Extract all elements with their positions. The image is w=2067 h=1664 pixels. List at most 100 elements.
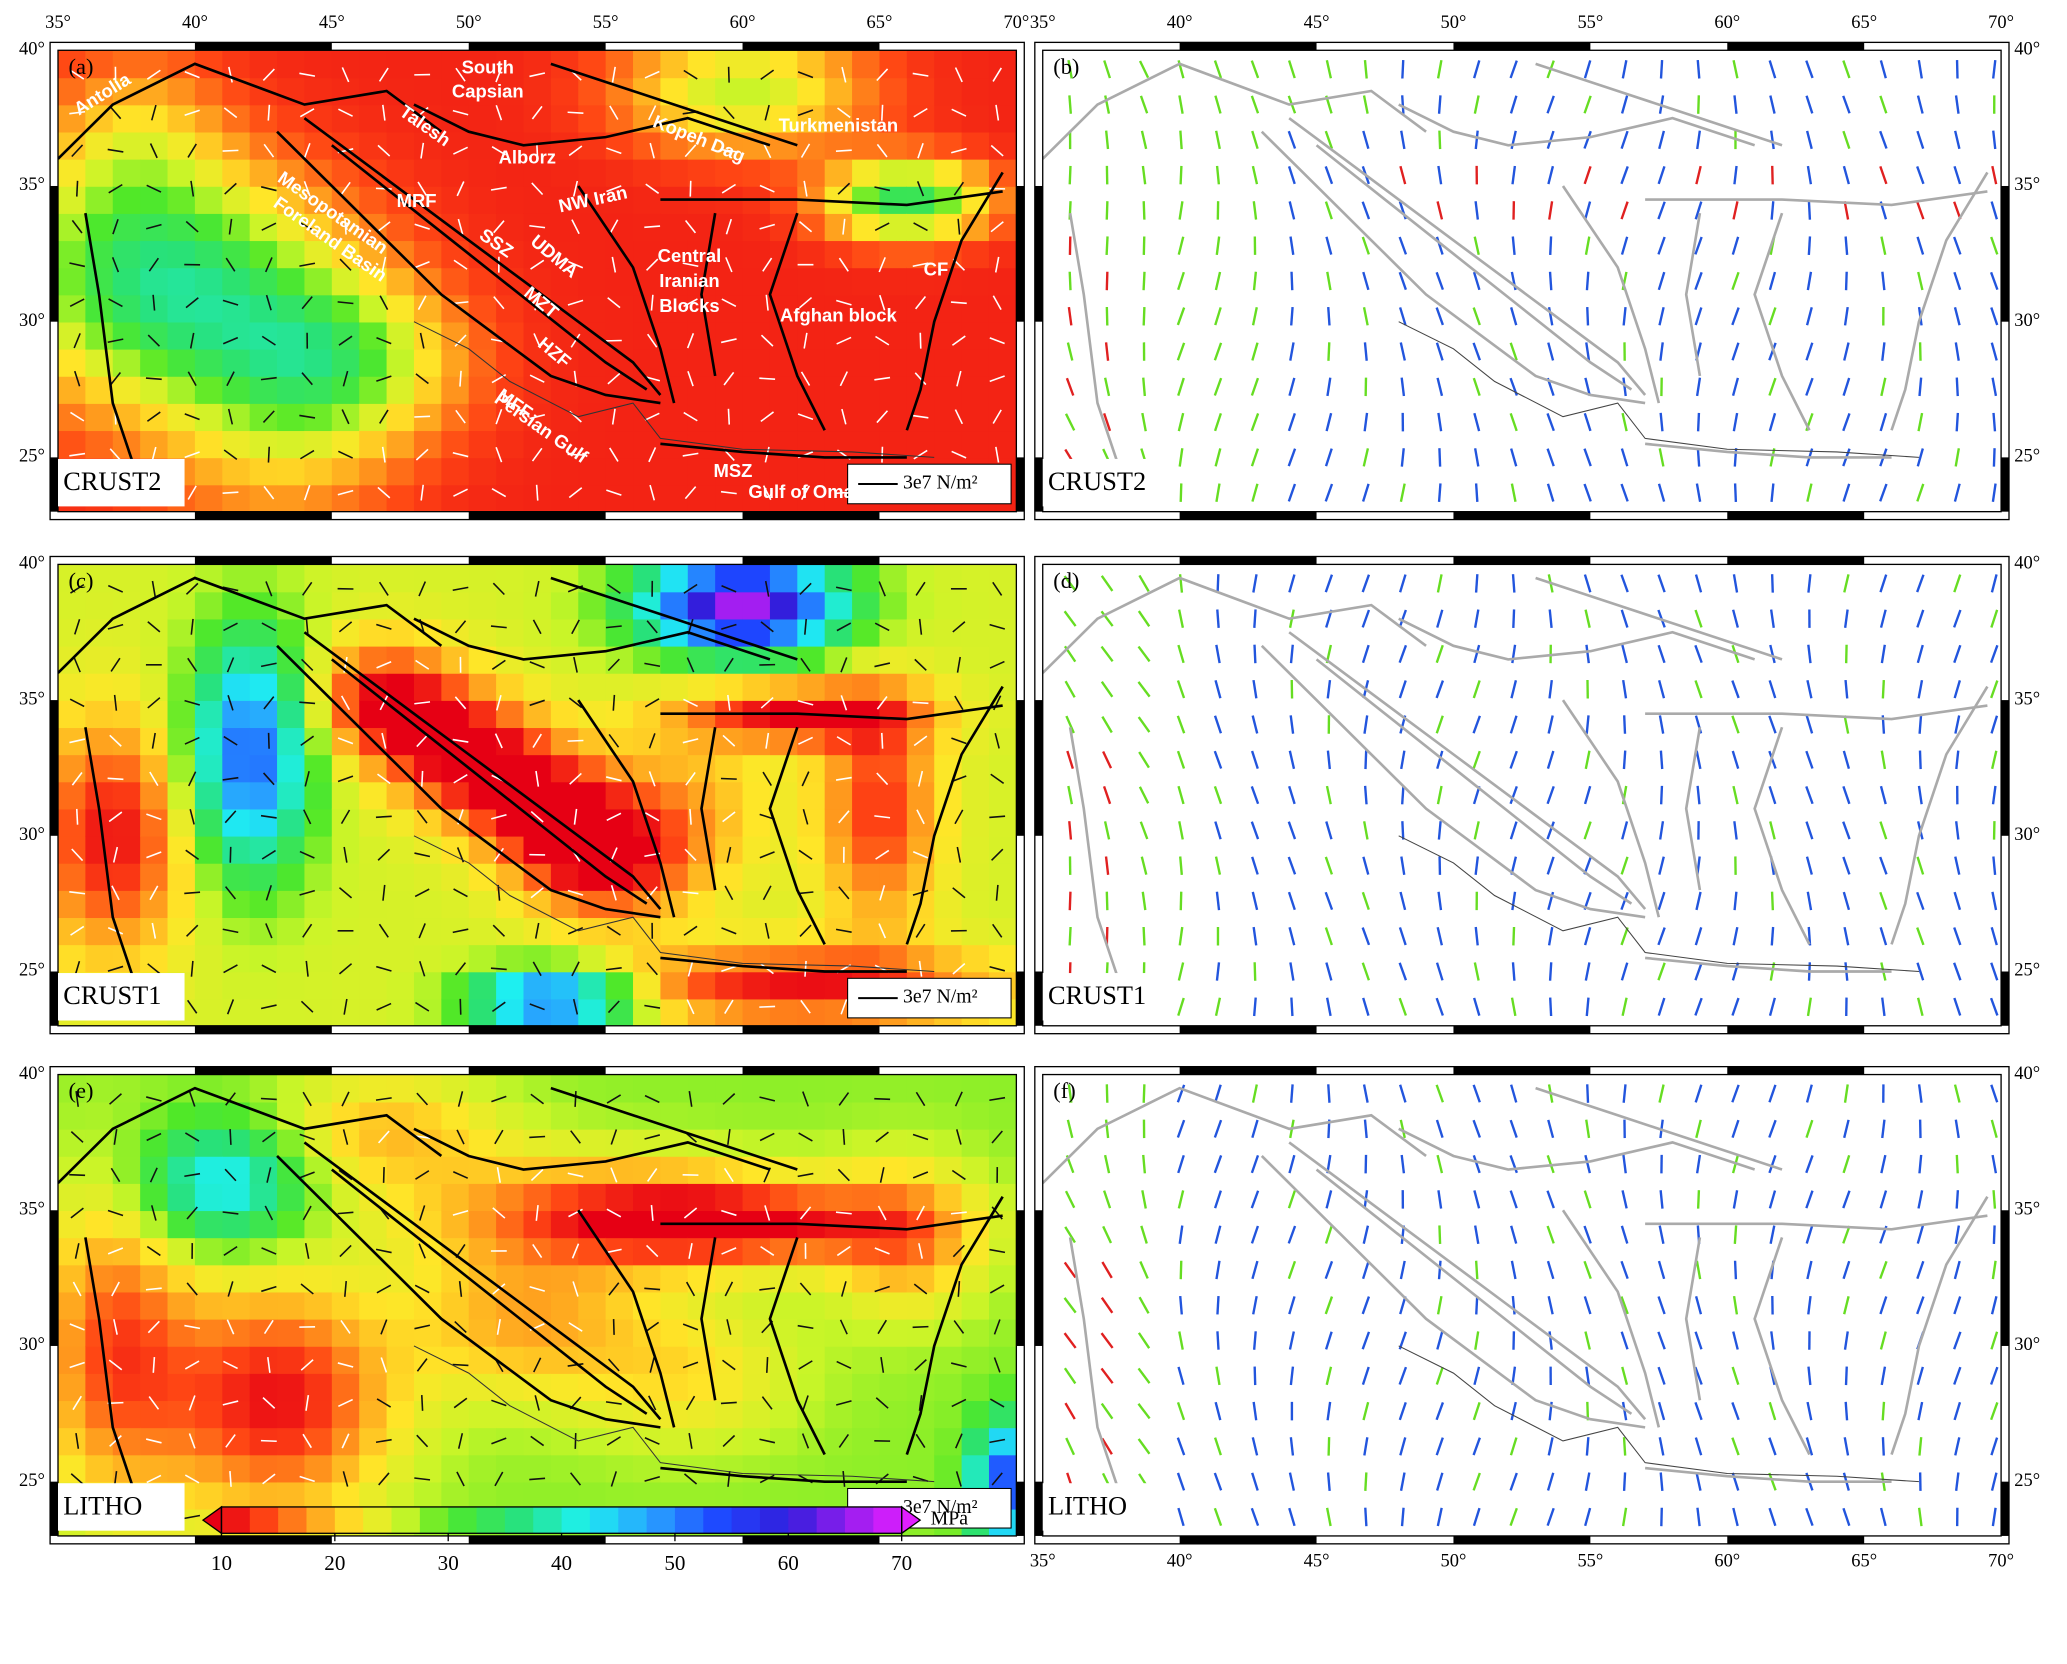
stress-axis <box>1324 574 1334 593</box>
stress-axis <box>1065 377 1075 396</box>
stress-tick <box>874 186 891 192</box>
stress-axis <box>1398 1366 1408 1385</box>
stress-tick <box>574 1091 577 1107</box>
stress-tick <box>496 1167 501 1183</box>
stress-axis <box>1216 1295 1220 1315</box>
stress-tick <box>184 71 200 79</box>
stress-cell <box>797 890 826 919</box>
stress-axis <box>1475 1295 1479 1315</box>
stress-tick <box>455 409 466 424</box>
stress-axis <box>1177 644 1185 664</box>
fault-line <box>276 1155 661 1429</box>
stress-tick <box>994 256 1000 273</box>
stress-cell <box>249 267 278 296</box>
stress-tick <box>340 809 351 825</box>
stress-cell <box>852 1101 881 1130</box>
lon-label: 45° <box>1304 1551 1330 1571</box>
stress-cell <box>961 375 990 404</box>
fault-line <box>768 212 826 431</box>
stress-axis <box>1583 60 1592 79</box>
stress-axis <box>1326 377 1332 397</box>
stress-cell <box>797 104 826 133</box>
stress-tick <box>838 257 849 272</box>
stress-axis <box>1509 715 1518 734</box>
stress-tick <box>798 736 814 745</box>
stress-cell <box>304 727 333 756</box>
stress-cell <box>331 1400 360 1429</box>
stress-axis <box>1437 95 1442 114</box>
stress-cell <box>742 1101 771 1130</box>
stress-axis <box>1990 609 1999 628</box>
stress-cell <box>852 403 881 432</box>
stress-tick <box>917 770 924 787</box>
stress-axis <box>1288 1331 1295 1350</box>
stress-cell <box>441 971 470 1000</box>
stress-tick <box>107 148 124 153</box>
stress-tick <box>572 998 579 1015</box>
panel-label: (d) <box>1053 568 1079 593</box>
stress-cell <box>222 403 251 432</box>
stress-axis <box>1695 1472 1702 1491</box>
stress-tick <box>797 1324 814 1330</box>
stress-axis <box>1768 1084 1777 1103</box>
stress-cell <box>386 375 415 404</box>
stress-tick <box>420 1395 424 1411</box>
stress-axis <box>1102 785 1112 805</box>
stress-cell <box>194 375 224 404</box>
fault-line <box>1315 144 1633 391</box>
stress-axis <box>1064 413 1076 431</box>
stress-axis <box>1511 1295 1516 1315</box>
stress-cell <box>988 781 1017 810</box>
stress-cell <box>660 1400 689 1429</box>
stress-axis <box>1253 644 1257 664</box>
stress-axis <box>1842 377 1851 396</box>
stress-axis <box>1361 1366 1370 1385</box>
stress-axis <box>1953 1401 1962 1421</box>
stress-cell <box>359 1454 388 1483</box>
stress-axis <box>1401 785 1405 805</box>
lon-label: 65° <box>867 12 893 32</box>
stress-cell <box>934 1183 963 1212</box>
stress-tick <box>303 809 312 825</box>
stress-cell <box>441 1400 470 1429</box>
stress-axis <box>1253 1366 1257 1386</box>
stress-cell <box>824 131 853 160</box>
fault-line <box>1315 1168 1633 1415</box>
colorbar-label: 50 <box>664 1551 685 1575</box>
stress-axis <box>1364 1507 1368 1527</box>
stress-tick <box>954 409 964 425</box>
stress-cell <box>852 213 881 242</box>
stress-cell <box>304 944 333 973</box>
stress-cell <box>222 1155 251 1184</box>
stress-tick <box>530 887 544 899</box>
stress-cell <box>496 700 525 729</box>
map-body <box>1042 1074 2002 1536</box>
stress-tick <box>721 1247 737 1255</box>
stress-axis <box>1843 1437 1850 1456</box>
stress-cell <box>906 1128 936 1157</box>
stress-axis <box>1806 891 1813 911</box>
stress-tick <box>185 849 200 861</box>
stress-tick <box>765 294 769 311</box>
stress-cell <box>906 240 936 269</box>
stress-cell <box>304 1373 333 1402</box>
stress-cell <box>222 294 251 323</box>
stress-cell <box>413 917 443 946</box>
stress-tick <box>264 257 273 273</box>
stress-axis <box>1326 1401 1332 1421</box>
stress-tick <box>305 960 309 977</box>
stress-cell <box>906 645 936 674</box>
stress-cell <box>85 430 114 459</box>
stress-tick <box>107 777 124 781</box>
stress-cell <box>961 944 990 973</box>
stress-axis <box>1731 1402 1740 1421</box>
stress-cell <box>578 1291 607 1320</box>
stress-cell <box>660 645 689 674</box>
stress-axis <box>1102 1225 1113 1244</box>
stress-cell <box>769 158 799 187</box>
stress-cell <box>523 50 552 79</box>
stress-tick <box>989 1248 1006 1254</box>
stress-cell <box>988 348 1017 377</box>
stress-tick <box>341 1433 350 1449</box>
stress-cell <box>496 1155 525 1184</box>
